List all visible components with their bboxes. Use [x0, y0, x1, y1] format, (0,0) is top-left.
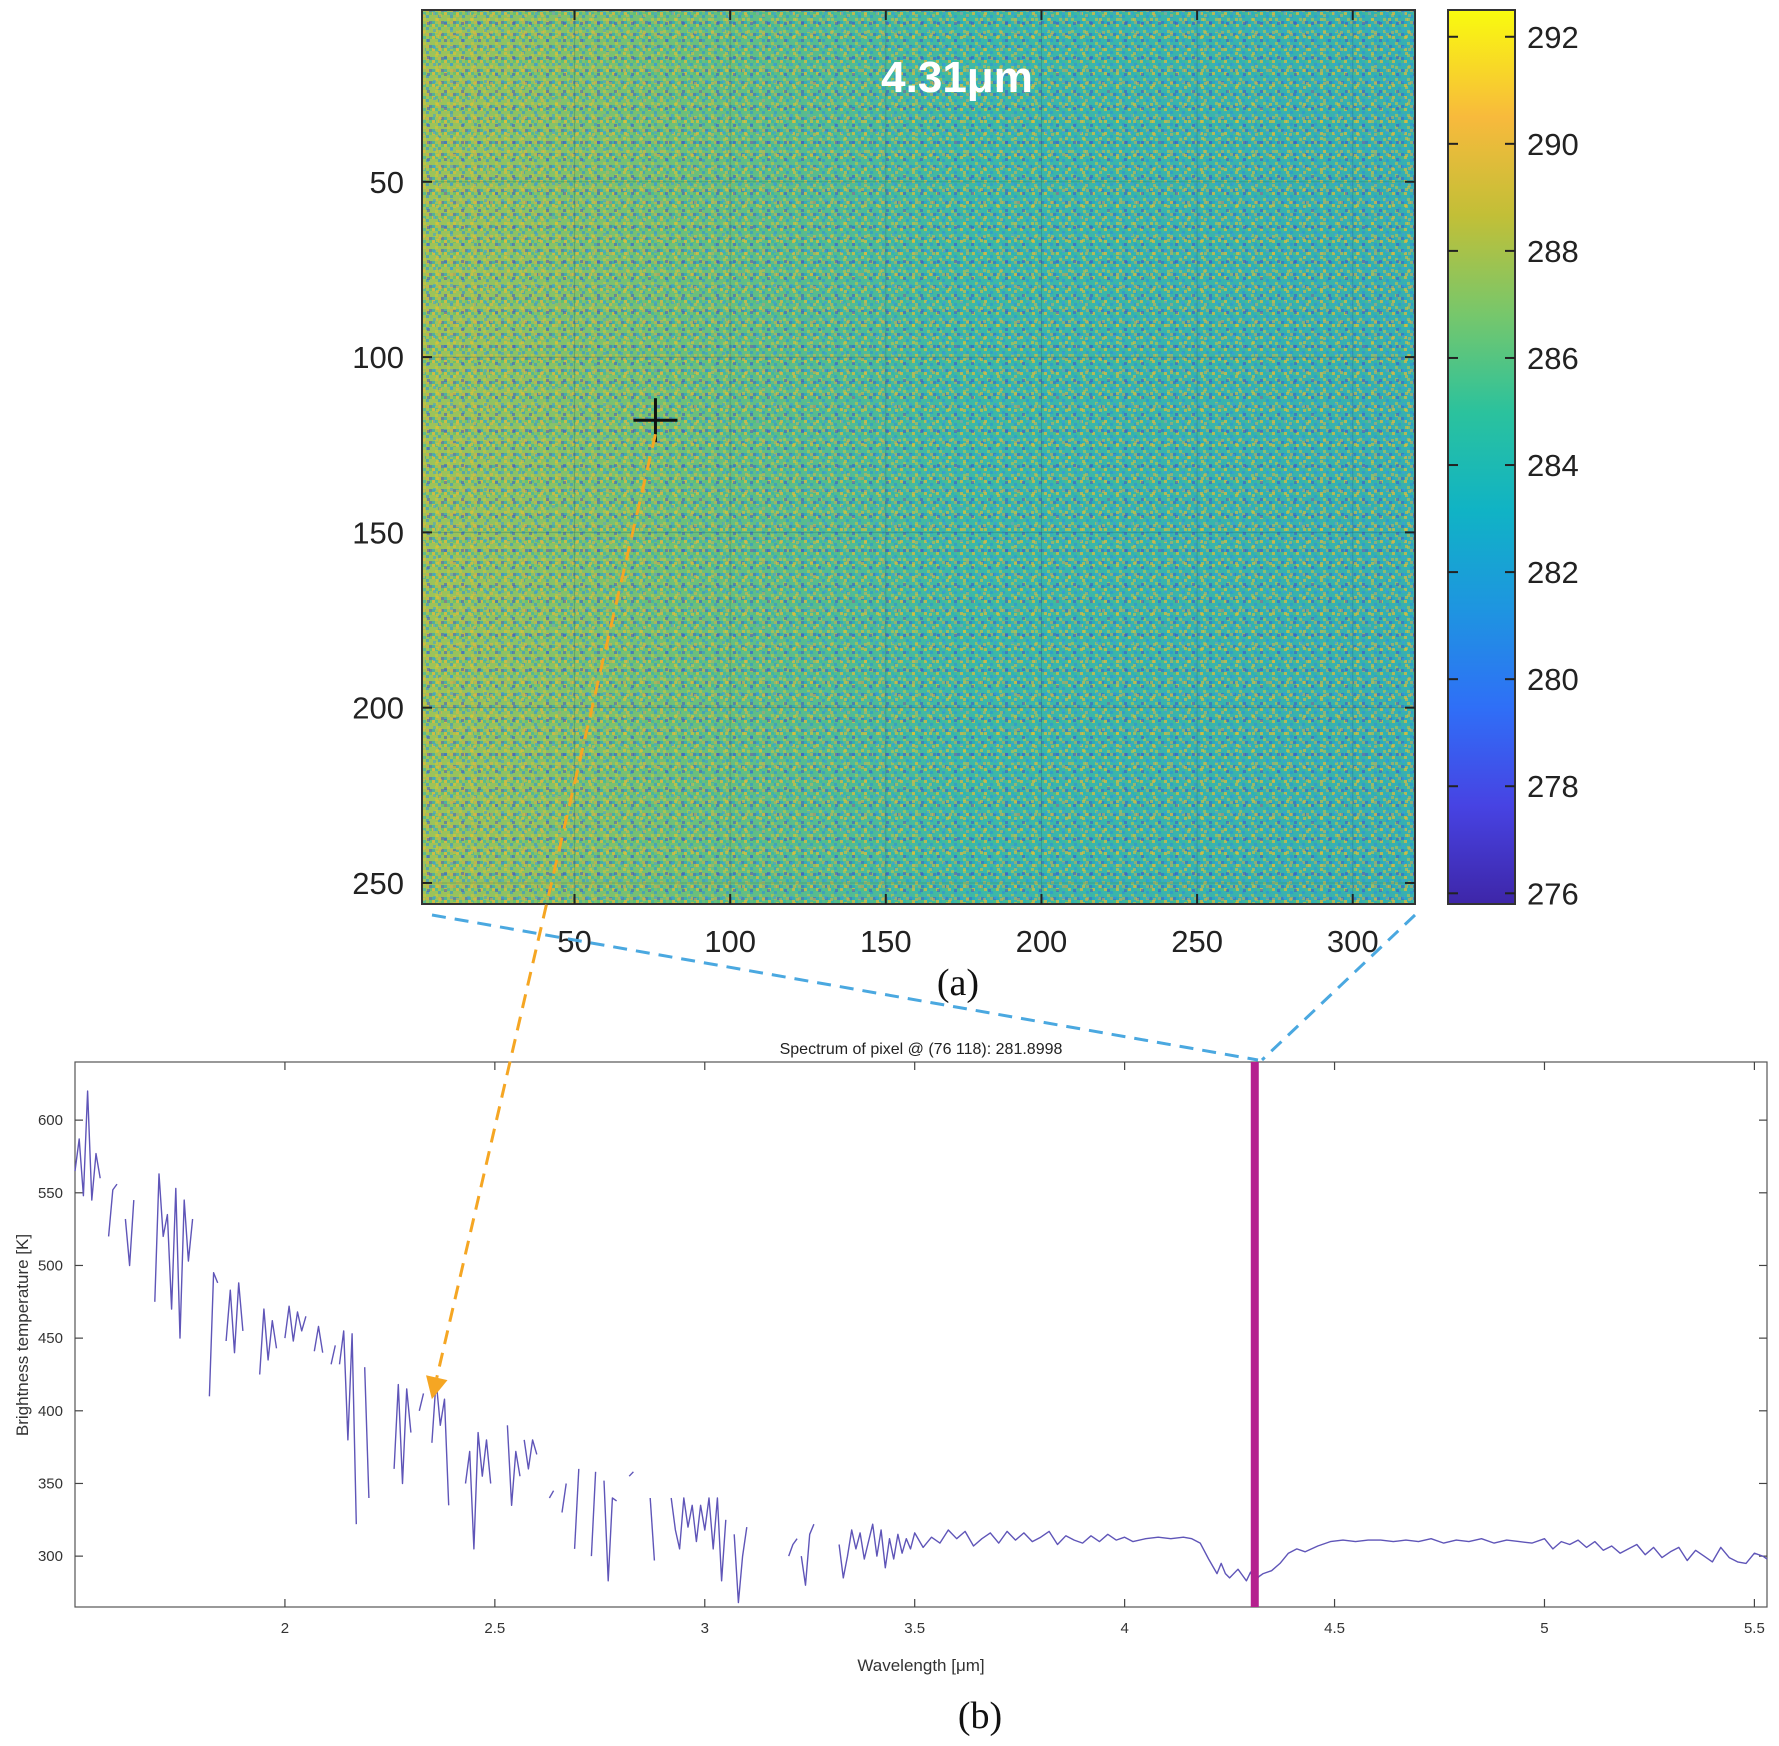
- connector-overlay: [426, 433, 1417, 1400]
- spectrum-line-segment: [338, 1330, 357, 1525]
- zoom-line-right: [1260, 913, 1417, 1062]
- spectrum-x-axis-label: Wavelength [μm]: [857, 1656, 984, 1675]
- spectrum-x-tick-label: 3: [701, 1620, 709, 1637]
- colorbar-tick-label: 278: [1527, 769, 1579, 804]
- heatmap-x-tick-label: 300: [1327, 924, 1379, 959]
- heatmap-frame: [421, 9, 1416, 905]
- spectrum-line-segment: [506, 1425, 521, 1507]
- spectrum-line-segment: [800, 1523, 815, 1586]
- colorbar-ticks: 292 290 288 286 284 282 280 278 276: [1448, 20, 1579, 911]
- colorbar-tick-label: 292: [1527, 20, 1579, 55]
- spectrum-series: [74, 1090, 1768, 1604]
- spectrum-line-segment: [107, 1183, 118, 1237]
- colorbar-tick-label: 286: [1527, 341, 1579, 376]
- spectrum-y-tick-label: 350: [38, 1475, 63, 1492]
- spectrum-line-segment: [548, 1490, 555, 1499]
- spectrum-line-segment: [284, 1305, 307, 1342]
- colorbar-tick-label: 280: [1527, 662, 1579, 697]
- heatmap-texture-2: [422, 10, 1415, 904]
- spectrum-x-tick-label: 2.5: [484, 1620, 505, 1637]
- spectrum-plot-area: [74, 1061, 1768, 1608]
- heatmap-y-tick-label: 150: [352, 515, 404, 550]
- colorbar-tick-label: 290: [1527, 127, 1579, 162]
- spectrum-title: Spectrum of pixel @ (76 118): 281.8998: [780, 1041, 1063, 1058]
- colorbar-tick-label: 284: [1527, 448, 1579, 483]
- colorbar-tick-label: 276: [1527, 876, 1579, 911]
- panel-b-label: (b): [958, 1695, 1002, 1737]
- spectrum-y-tick-label: 400: [38, 1403, 63, 1420]
- colorbar: 292 290 288 286 284 282 280 278 276: [1447, 9, 1579, 911]
- spectrum-y-tick-label: 300: [38, 1548, 63, 1565]
- spectrum-line-segment: [523, 1439, 538, 1470]
- spectrum-x-tick-labels: 2 2.5 3 3.5 4 4.5 5 5.5: [281, 1620, 1765, 1637]
- spectrum-line-segment: [431, 1379, 450, 1506]
- spectrum-y-tick-label: 600: [38, 1112, 63, 1129]
- panel-a-label: (a): [937, 962, 979, 1004]
- spectrum-panel: Spectrum of pixel @ (76 118): 281.8998 2…: [13, 1041, 1768, 1675]
- heatmap-x-tick-label: 250: [1171, 924, 1223, 959]
- spectrum-x-tick-label: 2: [281, 1620, 289, 1637]
- heatmap-x-tick-label: 150: [860, 924, 912, 959]
- heatmap-x-tick-labels: 50100150200250300: [557, 924, 1378, 959]
- spectrum-line-segment: [330, 1345, 336, 1365]
- spectrum-y-tick-label: 500: [38, 1257, 63, 1274]
- band-annotation: 4.31μm: [881, 53, 1033, 102]
- spectrum-line-segment: [74, 1090, 101, 1201]
- spectrum-line-segment: [154, 1173, 194, 1339]
- spectrum-x-tick-label: 4.5: [1324, 1620, 1345, 1637]
- colorbar-tick-label: 288: [1527, 234, 1579, 269]
- spectrum-line-segment: [464, 1431, 492, 1550]
- zoom-line-left: [431, 913, 1259, 1062]
- spectrum-line-segment: [208, 1271, 219, 1397]
- heatmap-y-tick-label: 200: [352, 691, 404, 726]
- spectrum-line-segment: [259, 1308, 278, 1375]
- spectrum-line-segment: [838, 1523, 1768, 1584]
- pixel-arrow-head: [426, 1375, 448, 1400]
- spectrum-line-segment: [124, 1200, 135, 1267]
- spectrum-line-segment: [364, 1367, 370, 1499]
- heatmap-y-tick-label: 50: [370, 165, 404, 200]
- spectrum-line-segment: [313, 1325, 324, 1353]
- spectrum-line-segment: [573, 1468, 580, 1549]
- spectrum-line-segment: [225, 1282, 244, 1354]
- heatmap-x-tick-label: 100: [704, 924, 756, 959]
- spectrum-x-tick-label: 5.5: [1744, 1620, 1765, 1637]
- heatmap-x-tick-label: 200: [1016, 924, 1068, 959]
- spectrum-line-segment: [603, 1480, 617, 1582]
- spectrum-line-segment: [670, 1497, 727, 1582]
- colorbar-tick-label: 282: [1527, 555, 1579, 590]
- spectrum-line-segment: [561, 1483, 567, 1513]
- spectrum-line-segment: [788, 1538, 798, 1557]
- spectrum-y-tick-label: 450: [38, 1330, 63, 1347]
- heatmap-y-tick-label: 250: [352, 866, 404, 901]
- heatmap-panel: 50 100 150 200 250 300 50 100 150 200 250 4.31μm: [352, 9, 1416, 959]
- pixel-arrow-line: [435, 433, 657, 1379]
- heatmap-y-tick-label: 100: [352, 340, 404, 375]
- spectrum-line-segment: [628, 1471, 634, 1477]
- spectrum-tick-marks: [75, 1062, 1767, 1607]
- spectrum-line-segment: [590, 1471, 597, 1557]
- heatmap-y-tick-labels: 50 100 150 200 250: [352, 165, 404, 901]
- spectrum-line-segment: [418, 1393, 425, 1411]
- spectrum-y-tick-label: 550: [38, 1185, 63, 1202]
- spectrum-x-tick-label: 4: [1120, 1620, 1128, 1637]
- spectrum-y-tick-labels: 300 350 400 450 500 550 600: [38, 1112, 63, 1565]
- spectrum-x-tick-label: 5: [1540, 1620, 1548, 1637]
- spectrum-x-tick-label: 3.5: [904, 1620, 925, 1637]
- colorbar-gradient: [1447, 9, 1516, 905]
- heatmap-grid: [422, 10, 1415, 904]
- spectrum-y-axis-label: Brightness temperature [K]: [13, 1234, 32, 1436]
- spectrum-line-segment: [649, 1497, 656, 1561]
- spectrum-line-segment: [733, 1526, 748, 1604]
- heatmap-tick-marks: [422, 10, 1415, 904]
- spectrum-line-segment: [393, 1383, 412, 1485]
